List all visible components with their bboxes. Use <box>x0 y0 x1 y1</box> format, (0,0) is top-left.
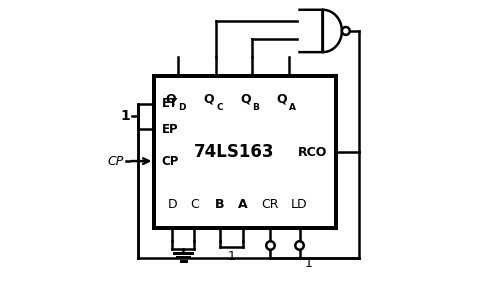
Text: B: B <box>215 199 224 212</box>
Text: 1: 1 <box>228 250 235 263</box>
Polygon shape <box>300 10 342 52</box>
Text: EP: EP <box>162 123 178 136</box>
Text: A: A <box>289 103 295 112</box>
Text: Q: Q <box>276 92 287 105</box>
Circle shape <box>342 27 350 35</box>
Text: D: D <box>178 103 185 112</box>
Text: 1: 1 <box>121 109 130 123</box>
Text: RCO: RCO <box>297 146 327 158</box>
Text: CR: CR <box>262 199 279 212</box>
Text: LD: LD <box>291 199 308 212</box>
Text: CP: CP <box>108 154 124 168</box>
Text: ET: ET <box>162 97 178 110</box>
Text: A: A <box>239 199 248 212</box>
Text: Q: Q <box>166 92 176 105</box>
Text: 74LS163: 74LS163 <box>194 143 274 161</box>
Text: D: D <box>168 199 177 212</box>
Bar <box>154 76 336 228</box>
Text: C: C <box>216 103 223 112</box>
Text: Q: Q <box>204 92 215 105</box>
Text: CP: CP <box>162 154 179 168</box>
Text: C: C <box>190 199 198 212</box>
Circle shape <box>295 241 304 250</box>
Text: 1: 1 <box>305 257 313 270</box>
Text: B: B <box>252 103 259 112</box>
Text: Q: Q <box>240 92 251 105</box>
Circle shape <box>266 241 275 250</box>
